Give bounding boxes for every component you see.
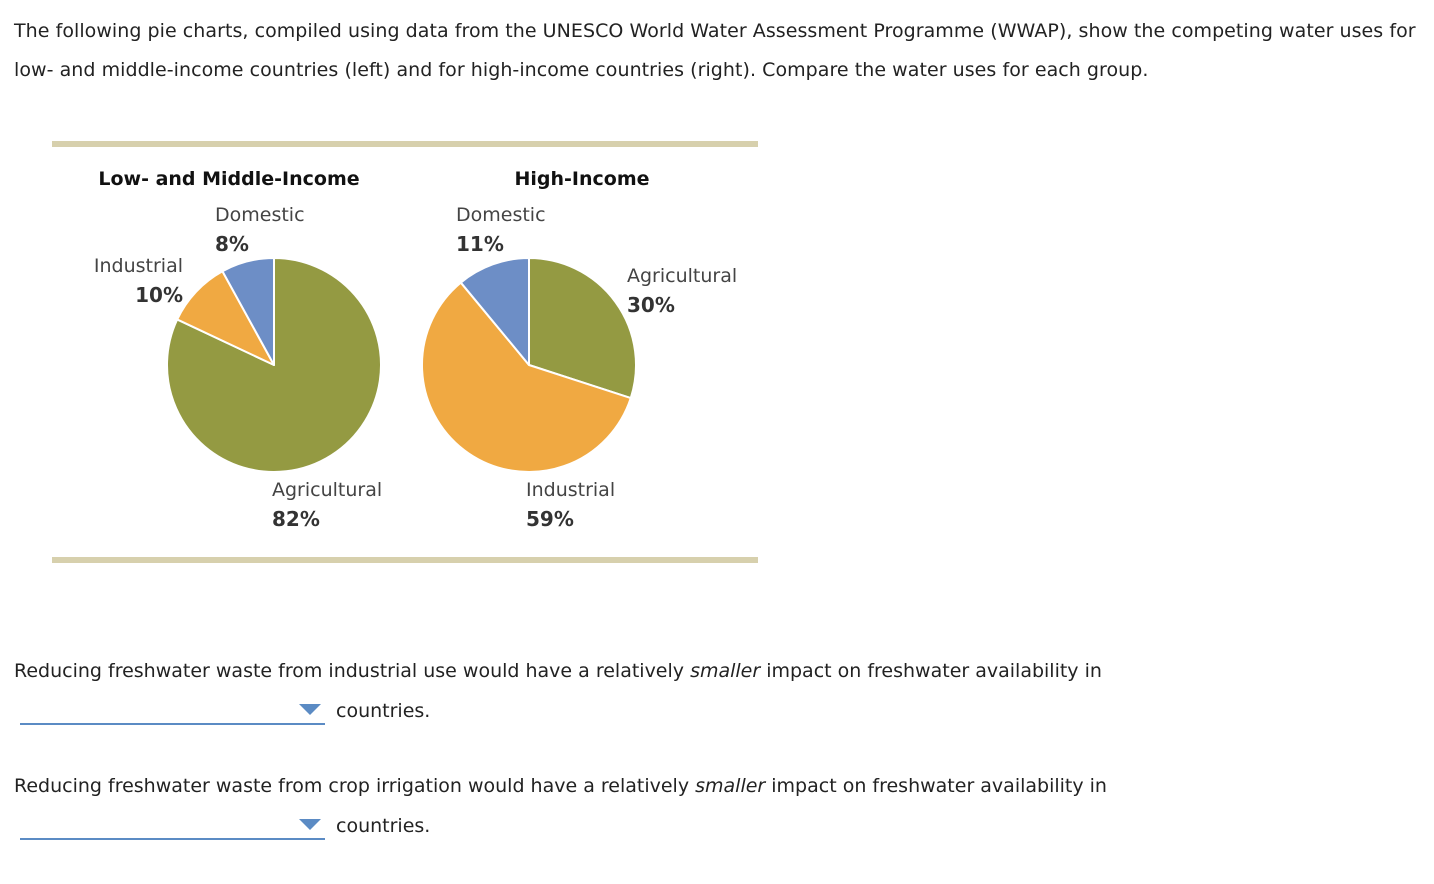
slice-label-low-and-middle-income-domestic: Domestic — [215, 204, 305, 226]
chart-title-low-and-middle-income: Low- and Middle-Income — [98, 168, 359, 190]
question-1-after: countries. — [336, 700, 431, 722]
question-2-text: Reducing freshwater waste from crop irri… — [14, 767, 1107, 806]
intro-line-2: low- and middle-income countries (left) … — [14, 59, 1149, 81]
pie-slice-low-and-middle-income-domestic — [221, 257, 275, 366]
pie-slice-high-income-industrial — [420, 281, 632, 474]
intro-text: The following pie charts, compiled using… — [14, 12, 1434, 90]
slice-value-low-and-middle-income-agricultural: 82% — [272, 507, 320, 531]
question-1-pre: Reducing freshwater waste from industria… — [14, 660, 691, 682]
question-2-dropdown[interactable] — [20, 812, 325, 840]
question-2-emphasis: smaller — [695, 775, 766, 797]
pie-slice-high-income-domestic — [459, 257, 530, 366]
slice-label-high-income-domestic: Domestic — [456, 204, 546, 226]
slice-value-low-and-middle-income-industrial: 10% — [135, 283, 183, 307]
question-1-emphasis: smaller — [690, 660, 761, 682]
question-2-post: impact on freshwater availability in — [765, 775, 1107, 797]
pie-charts-svg: Low- and Middle-Income Agricultural 82% Ind… — [94, 168, 737, 531]
chevron-down-icon — [299, 704, 321, 715]
question-2-pre: Reducing freshwater waste from crop irri… — [14, 775, 696, 797]
intro-line-1: The following pie charts, compiled using… — [14, 20, 1416, 42]
slice-value-low-and-middle-income-domestic: 8% — [215, 232, 249, 256]
chevron-down-icon — [299, 819, 321, 830]
question-2-after: countries. — [336, 815, 431, 837]
figure-top-rule — [52, 141, 758, 147]
slice-label-high-income-agricultural: Agricultural — [627, 265, 737, 287]
pie-slice-high-income-agricultural — [528, 257, 637, 400]
pie-charts-figure: Low- and Middle-Income Agricultural 82% Ind… — [52, 141, 758, 564]
slice-value-high-income-industrial: 59% — [526, 507, 574, 531]
question-1-post: impact on freshwater availability in — [760, 660, 1102, 682]
slice-label-low-and-middle-income-industrial: Industrial — [94, 255, 183, 277]
question-1-text: Reducing freshwater waste from industria… — [14, 652, 1102, 691]
chart-title-high-income: High-Income — [514, 168, 649, 190]
slice-label-high-income-industrial: Industrial — [526, 479, 615, 501]
slice-label-low-and-middle-income-agricultural: Agricultural — [272, 479, 382, 501]
slice-value-high-income-domestic: 11% — [456, 232, 504, 256]
slice-value-high-income-agricultural: 30% — [627, 293, 675, 317]
figure-bottom-rule — [52, 557, 758, 563]
question-1-dropdown[interactable] — [20, 697, 325, 725]
